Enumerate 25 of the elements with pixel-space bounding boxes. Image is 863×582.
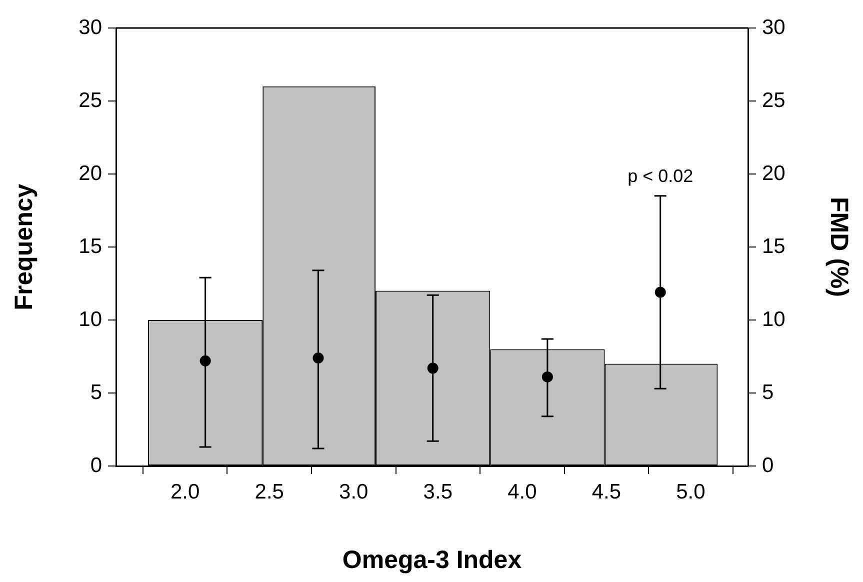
x-tick-label: 4.5 — [592, 480, 622, 504]
y-tick-label: 25 — [78, 88, 102, 112]
y-tick-label: 0 — [90, 454, 102, 477]
y2-tick-label: 0 — [762, 454, 774, 477]
x-tick-label: 4.0 — [508, 480, 537, 504]
x-tick-label: 5.0 — [676, 480, 706, 504]
y2-tick-label: 10 — [762, 308, 786, 331]
y2-tick-label: 30 — [762, 16, 786, 39]
y2-tick-label: 25 — [762, 88, 786, 112]
x-tick-label: 3.5 — [423, 480, 452, 504]
y2-tick-label: 20 — [762, 162, 786, 185]
y2-tick-label: 5 — [762, 380, 774, 404]
annotation: p < 0.02 — [628, 166, 694, 186]
x-axis-title: Omega-3 Index — [342, 546, 522, 574]
y-tick-label: 5 — [90, 380, 102, 404]
y2-axis-title: FMD (%) — [825, 197, 854, 297]
x-tick-label: 3.0 — [339, 480, 368, 504]
x-tick-label: 2.0 — [170, 480, 200, 504]
y-tick-label: 20 — [78, 162, 102, 185]
x-tick-label: 2.5 — [254, 480, 284, 504]
y2-tick-label: 15 — [762, 234, 786, 258]
y-tick-label: 30 — [78, 16, 102, 39]
y-tick-label: 15 — [78, 234, 102, 258]
y-tick-label: 10 — [78, 308, 102, 331]
y-axis-title: Frequency — [10, 184, 38, 310]
